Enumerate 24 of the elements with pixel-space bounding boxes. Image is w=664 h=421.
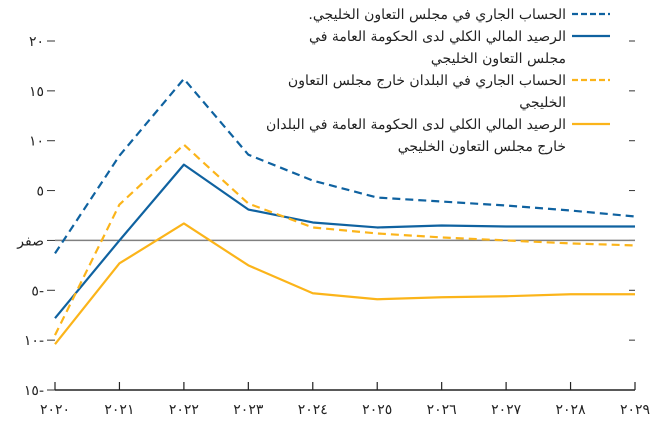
x-tick-label: ٢٠٢٩ xyxy=(620,402,650,418)
legend-label: الرصيد المالي الكلي لدى الحكومة العامة في البلدان خارج مجلس التعاون الخليجي xyxy=(266,117,566,155)
x-tick-label: ٢٠٢١ xyxy=(104,402,134,418)
y-tick-label: ٥ xyxy=(36,184,44,200)
line-series xyxy=(54,164,636,320)
x-tick-label: ٢٠٢٨ xyxy=(556,402,586,418)
y-tick-label: ٢٠ xyxy=(28,34,44,50)
x-tick-label: ٢٠٢٤ xyxy=(298,402,328,418)
y-tick-label: ١٠ xyxy=(28,134,44,150)
y-tick-label: ١٥- xyxy=(24,383,44,399)
line-series xyxy=(54,222,636,346)
y-tick-label: ١٠- xyxy=(24,333,44,350)
y-tick-label: ١٥ xyxy=(28,84,44,100)
x-tick-label: ٢٠٢٦ xyxy=(426,402,457,418)
x-tick-label: ٢٠٢٣ xyxy=(233,402,264,418)
legend-label: الرصيد المالي الكلي لدى الحكومة العامة في مجلس التعاون الخليجي xyxy=(309,29,566,67)
x-tick-label: ٢٠٢٠ xyxy=(40,402,70,418)
y-tick-label: ٥- xyxy=(31,283,44,300)
y-tick-label: صفر xyxy=(16,233,44,250)
legend-label: الحساب الجاري في البلدان خارج مجلس التعاون الخليجي xyxy=(288,73,566,111)
x-tick-label: ٢٠٢٧ xyxy=(491,402,522,418)
x-tick-label: ٢٠٢٥ xyxy=(362,402,392,418)
legend-label: الحساب الجاري في مجلس التعاون الخليجي. xyxy=(308,7,566,23)
x-tick-label: ٢٠٢٢ xyxy=(168,402,199,418)
